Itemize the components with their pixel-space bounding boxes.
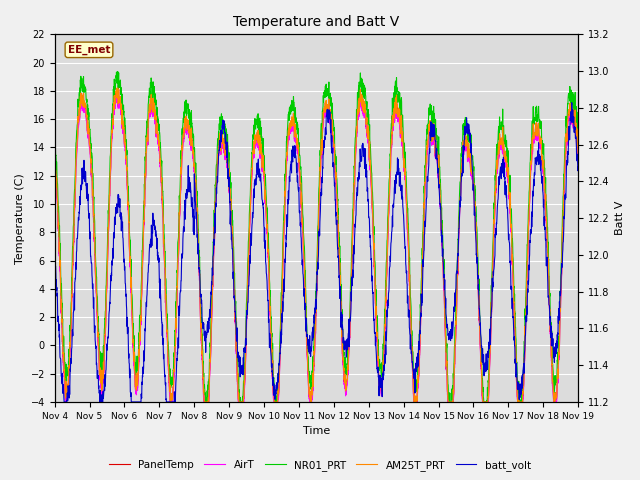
AM25T_PRT bbox=[51, 143, 58, 149]
AM25T_PRT bbox=[543, 225, 550, 230]
AirT bbox=[543, 230, 550, 236]
AirT bbox=[574, 156, 582, 162]
AM25T_PRT bbox=[197, 321, 205, 326]
batt_volt bbox=[543, 258, 550, 264]
NR01_PRT bbox=[114, 69, 122, 74]
NR01_PRT bbox=[332, 162, 339, 168]
batt_volt bbox=[60, 399, 68, 405]
NR01_PRT bbox=[468, 153, 476, 159]
PanelTemp bbox=[543, 226, 550, 232]
AirT bbox=[343, 382, 351, 388]
NR01_PRT bbox=[202, 399, 209, 405]
AM25T_PRT bbox=[332, 176, 339, 182]
PanelTemp bbox=[332, 179, 339, 185]
batt_volt bbox=[528, 209, 536, 215]
AirT bbox=[529, 142, 536, 147]
Y-axis label: Temperature (C): Temperature (C) bbox=[15, 173, 25, 264]
batt_volt bbox=[51, 247, 58, 252]
PanelTemp bbox=[51, 143, 58, 149]
NR01_PRT bbox=[343, 361, 351, 367]
AM25T_PRT bbox=[468, 169, 476, 175]
Line: batt_volt: batt_volt bbox=[54, 103, 578, 402]
AM25T_PRT bbox=[574, 151, 582, 157]
PanelTemp bbox=[114, 85, 122, 91]
Line: PanelTemp: PanelTemp bbox=[54, 88, 578, 402]
Y-axis label: Batt V: Batt V bbox=[615, 201, 625, 235]
AM25T_PRT bbox=[529, 135, 536, 141]
batt_volt bbox=[468, 167, 476, 173]
AM25T_PRT bbox=[114, 85, 122, 91]
batt_volt bbox=[343, 337, 351, 343]
PanelTemp bbox=[197, 322, 205, 327]
Legend: PanelTemp, AirT, NR01_PRT, AM25T_PRT, batt_volt: PanelTemp, AirT, NR01_PRT, AM25T_PRT, ba… bbox=[105, 456, 535, 475]
Title: Temperature and Batt V: Temperature and Batt V bbox=[233, 15, 399, 29]
batt_volt bbox=[574, 164, 582, 170]
AirT bbox=[332, 180, 339, 186]
X-axis label: Time: Time bbox=[303, 426, 330, 436]
PanelTemp bbox=[574, 153, 582, 159]
NR01_PRT bbox=[529, 118, 536, 124]
batt_volt bbox=[568, 100, 575, 106]
PanelTemp bbox=[166, 399, 174, 405]
PanelTemp bbox=[529, 135, 536, 141]
AirT bbox=[61, 399, 69, 405]
AirT bbox=[114, 92, 122, 97]
AirT bbox=[51, 150, 58, 156]
AM25T_PRT bbox=[343, 376, 351, 382]
AM25T_PRT bbox=[167, 399, 175, 405]
NR01_PRT bbox=[197, 311, 205, 316]
batt_volt bbox=[332, 197, 339, 203]
PanelTemp bbox=[343, 378, 351, 384]
NR01_PRT bbox=[574, 136, 582, 142]
Line: AM25T_PRT: AM25T_PRT bbox=[54, 88, 578, 402]
Text: EE_met: EE_met bbox=[68, 45, 110, 55]
PanelTemp bbox=[468, 170, 476, 176]
NR01_PRT bbox=[543, 209, 550, 215]
Line: AirT: AirT bbox=[54, 95, 578, 402]
Line: NR01_PRT: NR01_PRT bbox=[54, 72, 578, 402]
batt_volt bbox=[197, 294, 205, 300]
AirT bbox=[197, 326, 205, 332]
NR01_PRT bbox=[51, 126, 58, 132]
AirT bbox=[468, 175, 476, 181]
